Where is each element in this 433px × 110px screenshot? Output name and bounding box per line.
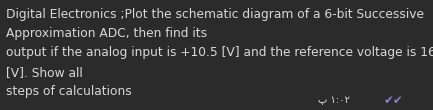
Text: steps of calculations: steps of calculations: [6, 85, 132, 98]
Text: [V]. Show all: [V]. Show all: [6, 66, 83, 79]
Text: پ ۱:۰۲: پ ۱:۰۲: [318, 95, 350, 105]
Text: output if the analog input is +10.5 [V] and the reference voltage is 16: output if the analog input is +10.5 [V] …: [6, 46, 433, 59]
Text: Digital Electronics ;Plot the schematic diagram of a 6-bit Successive: Digital Electronics ;Plot the schematic …: [6, 8, 424, 21]
Text: Approximation ADC, then find its: Approximation ADC, then find its: [6, 27, 207, 40]
Text: ✔✔: ✔✔: [383, 94, 403, 107]
